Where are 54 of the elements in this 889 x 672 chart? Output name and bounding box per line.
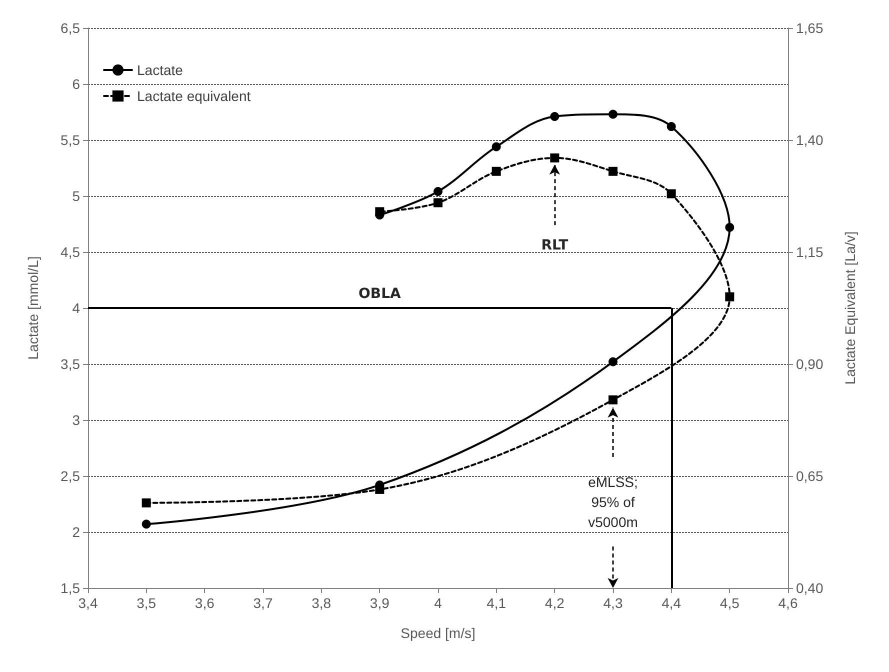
point bbox=[608, 395, 618, 404]
annotation: eMLSS; 95% of v5000m bbox=[588, 474, 638, 530]
point bbox=[434, 187, 442, 196]
y-tick-label: 3,5 bbox=[60, 356, 80, 372]
point bbox=[434, 198, 442, 208]
x-tick-label: 4,6 bbox=[778, 595, 798, 611]
y2-axis-title: Lactate Equivalent [La/v] bbox=[842, 231, 858, 385]
point bbox=[666, 122, 676, 132]
x-tick-label: 4 bbox=[434, 595, 442, 611]
y-tick-label: 3 bbox=[72, 412, 80, 428]
y2-tick-label: 1,65 bbox=[796, 20, 824, 36]
x-tick-label: 3,6 bbox=[194, 595, 215, 611]
y2-tick-label: 1,15 bbox=[796, 244, 824, 260]
x-tick-label: 3,7 bbox=[253, 595, 273, 611]
point bbox=[550, 153, 560, 162]
y-tick-label: 4,5 bbox=[60, 244, 80, 260]
y2-tick-label: 0,90 bbox=[796, 356, 824, 372]
x-tick-label: 3,4 bbox=[78, 595, 98, 611]
x-tick-label: 4,5 bbox=[720, 595, 740, 611]
y-tick-label: 1,5 bbox=[60, 580, 80, 596]
y-tick-label: 2,5 bbox=[60, 468, 80, 484]
point bbox=[666, 189, 676, 198]
y-tick-label: 2 bbox=[72, 524, 80, 540]
point bbox=[142, 520, 151, 529]
y-axis-title: Lactate [mmol/L] bbox=[25, 256, 41, 360]
legend-label: Lactate bbox=[137, 62, 184, 78]
x-tick-label: 4,3 bbox=[603, 595, 623, 611]
annotation: RLT bbox=[541, 237, 569, 254]
y-tick-label: 4 bbox=[72, 300, 80, 316]
ref-line-label: OBLA bbox=[358, 286, 401, 302]
x-axis-title: Speed [m/s] bbox=[400, 625, 476, 641]
point bbox=[725, 222, 734, 232]
point bbox=[725, 292, 734, 302]
y2-tick-label: 0,65 bbox=[796, 468, 824, 484]
point bbox=[492, 166, 501, 176]
y-tick-label: 6 bbox=[72, 76, 80, 92]
y2-tick-label: 0,40 bbox=[796, 580, 824, 596]
point bbox=[550, 112, 560, 121]
y-tick-label: 5 bbox=[72, 188, 80, 204]
x-tick-label: 4,4 bbox=[662, 595, 682, 611]
y-tick-label: 6,5 bbox=[60, 20, 80, 36]
point bbox=[608, 357, 618, 366]
x-tick-label: 3,5 bbox=[136, 595, 156, 611]
point bbox=[492, 142, 501, 152]
legend-label: Lactate equivalent bbox=[137, 88, 251, 104]
point bbox=[608, 166, 618, 176]
x-tick-label: 4,1 bbox=[486, 595, 506, 611]
y-tick-label: 5,5 bbox=[60, 132, 80, 148]
point bbox=[142, 498, 151, 508]
x-tick-label: 3,9 bbox=[370, 595, 390, 611]
y2-tick-label: 1,40 bbox=[796, 132, 824, 148]
x-tick-label: 3,8 bbox=[312, 595, 332, 611]
point bbox=[608, 110, 618, 119]
x-tick-label: 4,2 bbox=[544, 595, 565, 611]
